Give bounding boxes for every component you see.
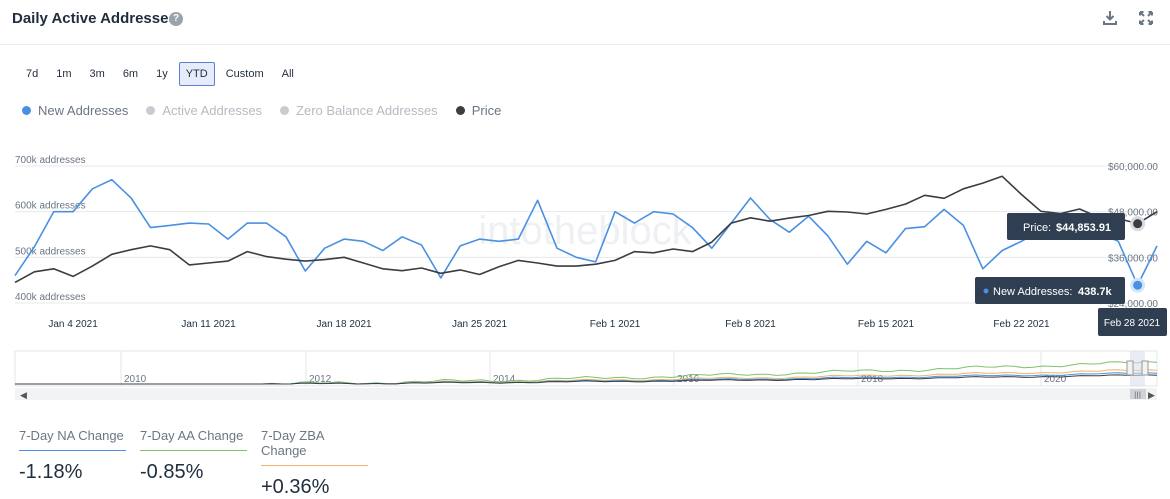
navigator-year-label: 2010	[124, 374, 147, 385]
watermark-text: intotheblock	[478, 209, 692, 253]
navigator-handle-right	[1141, 360, 1149, 376]
y-right-tick-label: $48,000.00	[1108, 208, 1158, 219]
kpi-row: 7-Day NA Change -1.18% 7-Day AA Change -0.8…	[19, 428, 368, 499]
scrollbar-grip-icon: |||	[1134, 391, 1141, 399]
scrollbar-thumb	[1130, 389, 1146, 399]
expand-icon[interactable]	[1138, 10, 1154, 26]
price-hover-marker	[1130, 216, 1146, 232]
navigator-year-label: 2018	[861, 374, 884, 385]
date-tooltip-text: Feb 28 2021	[1104, 318, 1161, 329]
navigator-year-label: 2012	[309, 374, 332, 385]
kpi-card: 7-Day ZBA Change +0.36%	[261, 428, 368, 499]
scroll-right-icon: ▶	[1148, 391, 1155, 401]
kpi-value: +0.36%	[261, 476, 330, 498]
range-button-7d[interactable]: 7d	[19, 62, 46, 86]
na-tooltip-box	[975, 277, 1125, 304]
help-icon[interactable]: ?	[169, 12, 183, 26]
page-title: Daily Active Addresses	[12, 10, 177, 27]
x-tick-label: Jan 4 2021	[48, 319, 98, 330]
x-tick-label: Jan 11 2021	[181, 319, 236, 330]
y-right-tick-label: $24,000.00	[1108, 299, 1158, 310]
kpi-value: -0.85%	[140, 461, 204, 483]
kpi-label: 7-Day NA Change	[19, 428, 126, 451]
kpi-card: 7-Day NA Change -1.18%	[19, 428, 126, 499]
download-icon[interactable]	[1102, 10, 1118, 26]
y-left-tick-label: 500k addresses	[15, 246, 86, 257]
x-tick-label: Jan 18 2021	[317, 319, 372, 330]
x-tick-label: Feb 22 2021	[993, 319, 1050, 330]
kpi-card: 7-Day AA Change -0.85%	[140, 428, 247, 499]
legend-label: New Addresses	[38, 103, 129, 118]
range-button-ytd[interactable]: YTD	[178, 62, 215, 86]
scrollbar-track	[15, 388, 1157, 400]
legend-item-price[interactable]: Price	[455, 103, 502, 118]
date-tooltip-box	[1098, 308, 1167, 336]
legend-item-active-addresses[interactable]: Active Addresses	[146, 103, 262, 118]
range-button-6m[interactable]: 6m	[115, 62, 146, 86]
y-left-tick-label: 600k addresses	[15, 201, 86, 212]
widget-header: Daily Active Addresses ?	[0, 0, 1170, 45]
price-tooltip-box	[1007, 213, 1125, 240]
chart: intotheblock 400k addresses 500k addresses…	[14, 155, 1167, 401]
x-tick-label: Feb 15 2021	[858, 319, 915, 330]
time-range-selector: 7d 1m 3m 6m 1y YTD Custom All	[19, 62, 301, 86]
range-button-custom[interactable]: Custom	[218, 62, 271, 86]
na-tooltip-value: 438.7k	[1078, 286, 1113, 298]
y-left-tick-label: 400k addresses	[15, 292, 86, 303]
scroll-left-icon: ◀	[20, 391, 27, 401]
range-button-1m[interactable]: 1m	[49, 62, 79, 86]
series-line-price	[14, 175, 1158, 284]
y-right-tick-label: $36,000.00	[1108, 253, 1158, 264]
x-tick-label: Jan 25 2021	[452, 319, 507, 330]
kpi-label: 7-Day AA Change	[140, 428, 247, 451]
na-tooltip-label: New Addresses:	[993, 286, 1072, 298]
chart-legend: New Addresses Active Addresses Zero Balanc…	[22, 103, 501, 118]
legend-dot-icon	[455, 106, 465, 115]
y-left-tick-label: 700k addresses	[15, 155, 86, 166]
legend-dot-icon	[146, 106, 156, 115]
x-tick-label: Feb 8 2021	[725, 319, 776, 330]
kpi-label: 7-Day ZBA Change	[261, 428, 368, 466]
na-tooltip-dot-icon	[983, 288, 989, 294]
legend-item-new-addresses[interactable]: New Addresses	[22, 103, 128, 118]
range-button-all[interactable]: All	[274, 62, 301, 86]
price-tooltip-value: $44,853.91	[1056, 222, 1111, 234]
legend-label: Price	[471, 103, 502, 118]
navigator-handle-left	[1126, 360, 1134, 376]
series-line-new-addresses	[14, 178, 1158, 286]
y-right-tick-label: $60,000.00	[1108, 162, 1158, 173]
legend-label: Zero Balance Addresses	[296, 103, 438, 118]
kpi-value: -1.18%	[19, 461, 83, 483]
navigator-year-label: 2020	[1044, 374, 1067, 385]
navigator-year-label: 2014	[493, 374, 516, 385]
price-tooltip-label: Price:	[1023, 222, 1051, 234]
na-hover-marker	[1130, 277, 1146, 293]
range-button-3m[interactable]: 3m	[82, 62, 112, 86]
range-button-1y[interactable]: 1y	[149, 62, 175, 86]
x-tick-label: Feb 1 2021	[590, 319, 641, 330]
legend-label: Active Addresses	[162, 103, 263, 118]
legend-item-zero-balance-addresses[interactable]: Zero Balance Addresses	[280, 103, 438, 118]
navigator-price-line	[15, 374, 1158, 385]
navigator-selection	[1130, 351, 1145, 386]
legend-dot-icon	[280, 106, 290, 115]
legend-dot-icon	[22, 106, 31, 115]
